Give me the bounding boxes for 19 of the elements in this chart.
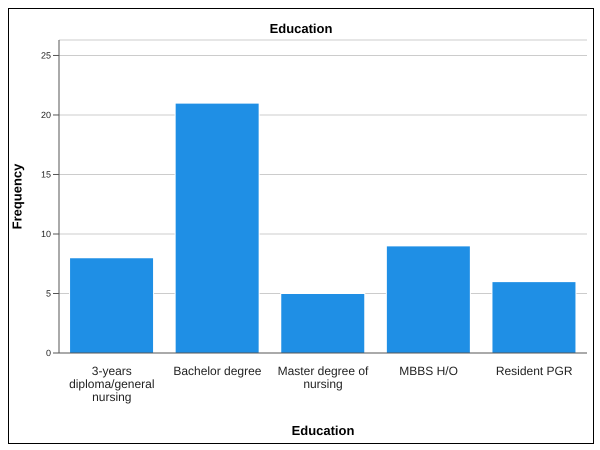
bar xyxy=(491,281,576,353)
x-tick-label: Master degree of nursing xyxy=(278,364,370,391)
x-tick-label: MBBS H/O xyxy=(399,364,458,378)
chart-title: Education xyxy=(268,21,334,36)
bar xyxy=(174,102,260,353)
x-tick-label: 3-years diploma/general nursing xyxy=(69,364,154,404)
x-tick-label: Resident PGR xyxy=(496,364,573,378)
x-axis-title: Education xyxy=(292,423,354,438)
y-tick-label: 0 xyxy=(46,348,51,358)
y-tick-label: 20 xyxy=(40,110,51,120)
bar xyxy=(386,245,471,353)
y-tick-label: 5 xyxy=(46,288,51,299)
y-tick-label: 15 xyxy=(40,170,51,180)
y-tick-label: 10 xyxy=(40,229,51,240)
x-tick-label: Bachelor degree xyxy=(173,364,262,378)
bar xyxy=(69,257,154,353)
y-axis-title: Frequency xyxy=(10,162,25,230)
bar xyxy=(280,292,366,353)
y-tick-label: 25 xyxy=(40,50,51,61)
